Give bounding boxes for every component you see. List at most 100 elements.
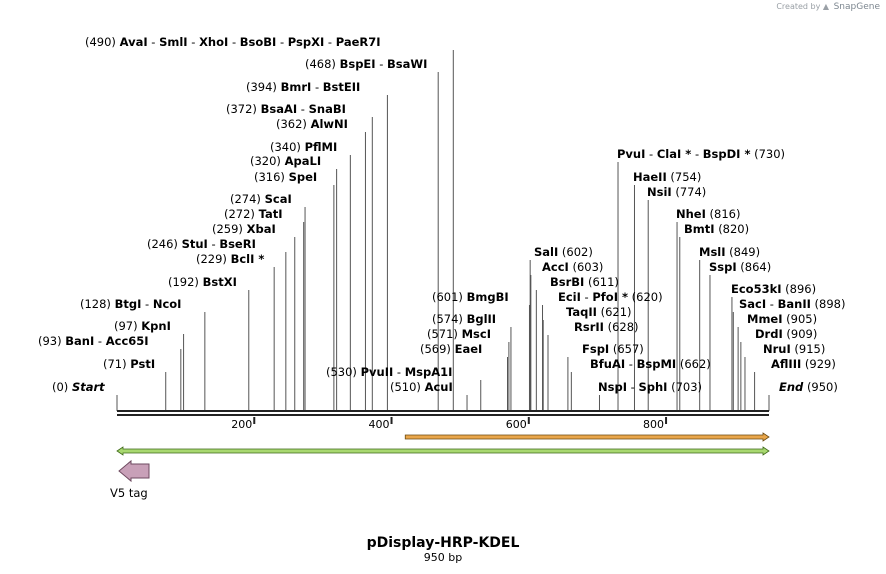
enzyme-name: AflIII	[771, 357, 801, 371]
cut-site-label-haeii[interactable]: HaeII (754)	[633, 170, 701, 184]
map-length: 950 bp	[423, 551, 463, 564]
cut-site-label-spei[interactable]: (316) SpeI	[254, 170, 317, 184]
cut-site-label-pvui[interactable]: PvuI - ClaI * - BspDI * (730)	[617, 147, 785, 161]
enzyme-name: PvuI	[617, 147, 645, 161]
enzyme-name: BmtI	[684, 222, 715, 236]
cut-site-label-taqii[interactable]: TaqII (621)	[566, 305, 632, 319]
enzyme-name: FspI	[582, 342, 609, 356]
enzyme-name: RsrII	[574, 320, 604, 334]
cut-site-position: (601)	[432, 290, 463, 304]
enzyme-name: AccI	[542, 260, 569, 274]
feature-v5-tag-arrow[interactable]	[118, 459, 150, 483]
enzyme-name: DrdI	[755, 327, 783, 341]
cut-site-label-nrui[interactable]: NruI (915)	[763, 342, 825, 356]
cut-site-label-bmgbi[interactable]: (601) BmgBI	[432, 290, 509, 304]
enzyme-name: SmlI	[159, 35, 188, 49]
cut-site-position: (192)	[168, 275, 199, 289]
enzyme-name: NruI	[763, 342, 791, 356]
cut-site-position: (602)	[562, 245, 593, 259]
enzyme-name: BmgBI	[467, 290, 509, 304]
enzyme-name: NspI	[598, 380, 627, 394]
cut-site-label-acui[interactable]: (510) AcuI	[390, 380, 453, 394]
cut-site-label-nhei[interactable]: NheI (816)	[676, 207, 740, 221]
cut-site-position: (849)	[729, 245, 760, 259]
cut-site-position: (774)	[675, 185, 706, 199]
cut-site-label-bcli[interactable]: (229) BclI *	[196, 252, 264, 266]
enzyme-name: BspEI	[340, 57, 376, 71]
cut-site-label-scai[interactable]: (274) ScaI	[230, 192, 292, 206]
cut-site-position: (272)	[224, 207, 255, 221]
cut-site-label-bspei[interactable]: (468) BspEI - BsaWI	[305, 57, 427, 71]
cut-site-label-psti[interactable]: (71) PstI	[103, 357, 155, 371]
cut-site-label-xbai[interactable]: (259) XbaI	[212, 222, 276, 236]
feature-construct-bar[interactable]	[116, 446, 770, 456]
cut-site-position: (490)	[85, 35, 116, 49]
cut-site-label-saci[interactable]: SacI - BanII (898)	[739, 297, 845, 311]
cut-site-label-bsaai[interactable]: (372) BsaAI - SnaBI	[226, 102, 346, 116]
enzyme-name: BsoBI	[240, 35, 277, 49]
cut-site-label-bglii[interactable]: (574) BglII	[432, 312, 496, 326]
enzyme-name: NsiI	[647, 185, 672, 199]
cut-site-label-bfuai[interactable]: BfuAI - BspMI (662)	[590, 357, 711, 371]
cut-site-label-pflmi[interactable]: (340) PflMI	[270, 140, 337, 154]
cut-site-label-drdi[interactable]: DrdI (909)	[755, 327, 817, 341]
enzyme-name: BsrBI	[550, 275, 584, 289]
cut-site-label-eaei[interactable]: (569) EaeI	[420, 342, 482, 356]
sequence-map: (490) AvaI - SmlI - XhoI - BsoBI - PspXI…	[38, 35, 845, 500]
cut-site-label-btgi[interactable]: (128) BtgI - NcoI	[80, 297, 181, 311]
cut-site-position: (730)	[754, 147, 785, 161]
snapgene-logo-icon: ▲	[822, 2, 830, 11]
axis-tick-label: 200	[231, 418, 252, 431]
enzyme-name: ScaI	[265, 192, 292, 206]
cut-site-label-eco53ki[interactable]: Eco53kI (896)	[731, 282, 816, 296]
cut-site-label-mmei[interactable]: MmeI (905)	[747, 312, 817, 326]
enzyme-name: PfoI *	[592, 290, 628, 304]
cut-site-label-start[interactable]: (0) Start	[52, 380, 105, 394]
feature-orf-arrow[interactable]	[404, 432, 770, 442]
enzyme-name: AvaI	[120, 35, 148, 49]
enzyme-name: XhoI	[199, 35, 228, 49]
cut-site-position: (372)	[226, 102, 257, 116]
cut-site-label-tati[interactable]: (272) TatI	[224, 207, 283, 221]
cut-site-label-end[interactable]: End (950)	[779, 380, 838, 394]
enzyme-name: Start	[72, 380, 105, 394]
enzyme-name: MscI	[462, 327, 491, 341]
feature-v5-tag-label: V5 tag	[110, 486, 148, 500]
cut-site-label-kpni[interactable]: (97) KpnI	[114, 319, 171, 333]
cut-site-position: (611)	[588, 275, 619, 289]
cut-site-position: (362)	[276, 117, 307, 131]
cut-site-label-bstxi[interactable]: (192) BstXI	[168, 275, 237, 289]
cut-site-labels: (490) AvaI - SmlI - XhoI - BsoBI - PspXI…	[38, 35, 845, 394]
enzyme-name: BsaWI	[387, 57, 427, 71]
cut-site-label-stui[interactable]: (246) StuI - BseRI	[147, 237, 256, 251]
cut-site-label-nsii[interactable]: NsiI (774)	[647, 185, 706, 199]
cut-site-label-sali[interactable]: SalI (602)	[534, 245, 593, 259]
cut-site-label-sspi[interactable]: SspI (864)	[709, 260, 771, 274]
cut-site-label-nspi[interactable]: NspI - SphI (703)	[598, 380, 702, 394]
cut-site-position: (754)	[670, 170, 701, 184]
cut-site-label-bmri[interactable]: (394) BmrI - BstEII	[246, 80, 360, 94]
enzyme-name: BglII	[467, 312, 497, 326]
cut-site-label-fspi[interactable]: FspI (657)	[582, 342, 644, 356]
enzyme-name: SpeI	[289, 170, 318, 184]
credit-prefix: Created by	[776, 2, 821, 11]
cut-site-label-afliii[interactable]: AflIII (929)	[771, 357, 836, 371]
cut-site-label-bsrbi[interactable]: BsrBI (611)	[550, 275, 619, 289]
cut-site-label-msli[interactable]: MslI (849)	[699, 245, 760, 259]
cut-site-label-msci[interactable]: (571) MscI	[427, 327, 491, 341]
cut-site-position: (468)	[305, 57, 336, 71]
enzyme-name: ApaLI	[285, 154, 322, 168]
cut-site-label-bani[interactable]: (93) BanI - Acc65I	[38, 334, 149, 348]
map-title: pDisplay-HRP-KDEL	[366, 535, 520, 551]
cut-site-label-apali[interactable]: (320) ApaLI	[250, 154, 321, 168]
cut-site-label-ecli[interactable]: EciI - PfoI * (620)	[558, 290, 663, 304]
enzyme-name: MslI	[699, 245, 726, 259]
cut-site-label-alwni[interactable]: (362) AlwNI	[276, 117, 348, 131]
cut-site-label-avai[interactable]: (490) AvaI - SmlI - XhoI - BsoBI - PspXI…	[85, 35, 381, 49]
cut-site-position: (864)	[740, 260, 771, 274]
cut-site-label-pvuii[interactable]: (530) PvuII - MspA1I	[326, 365, 452, 379]
cut-site-label-rsrii[interactable]: RsrII (628)	[574, 320, 639, 334]
cut-site-label-acci[interactable]: AccI (603)	[542, 260, 603, 274]
enzyme-name: BanII	[778, 297, 811, 311]
cut-site-label-bmti[interactable]: BmtI (820)	[684, 222, 749, 236]
